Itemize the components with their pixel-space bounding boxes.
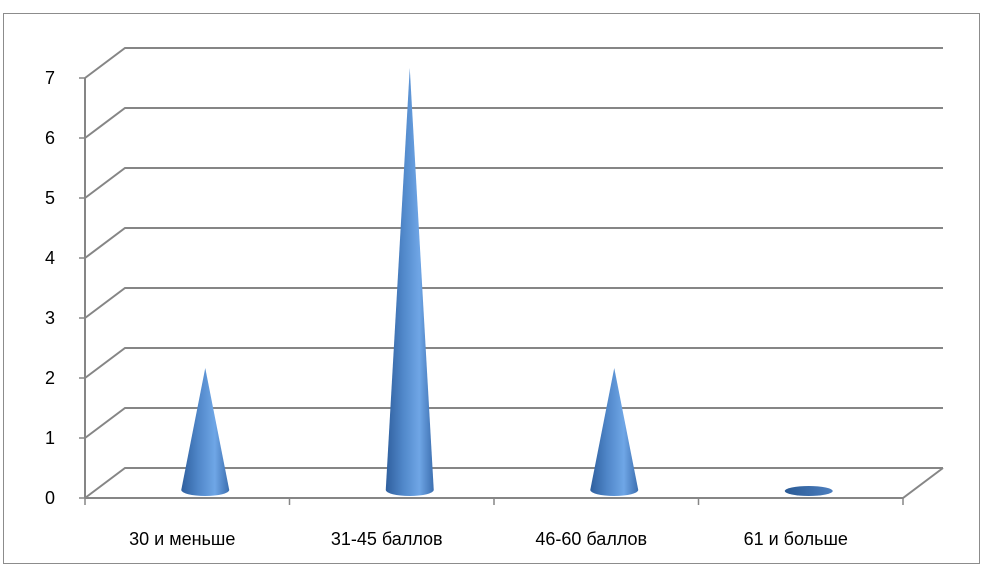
gridline (84, 287, 943, 319)
cone-body (590, 368, 639, 497)
gridline (84, 227, 943, 259)
y-tick-label: 7 (45, 68, 55, 88)
cone-bar-zero (784, 486, 833, 496)
y-tick-label: 5 (45, 188, 55, 208)
x-category-label: 46-60 баллов (535, 529, 647, 549)
gridlines (84, 47, 943, 499)
cone-body (385, 68, 434, 497)
gridline (84, 407, 943, 439)
gridline (84, 347, 943, 379)
gridline (84, 467, 943, 499)
cone-bar (590, 368, 639, 497)
y-tick-label: 2 (45, 368, 55, 388)
cone-bar (385, 68, 434, 497)
gridline (84, 47, 943, 79)
y-tick-label: 4 (45, 248, 55, 268)
cone-bar (181, 368, 230, 497)
cone-series (181, 68, 833, 497)
axes (79, 77, 944, 505)
y-tick-label: 1 (45, 428, 55, 448)
gridline (84, 167, 943, 199)
gridline (84, 107, 943, 139)
x-category-label: 31-45 баллов (331, 529, 443, 549)
y-tick-label: 6 (45, 128, 55, 148)
y-tick-label: 0 (45, 488, 55, 508)
x-category-label: 30 и меньше (129, 529, 235, 549)
x-category-label: 61 и больше (744, 529, 848, 549)
y-tick-label: 3 (45, 308, 55, 328)
cone-body (181, 368, 230, 497)
axis-labels: 0 1 2 3 4 5 6 7 30 и меньше 31-45 баллов 46-60 бал… (45, 68, 848, 549)
